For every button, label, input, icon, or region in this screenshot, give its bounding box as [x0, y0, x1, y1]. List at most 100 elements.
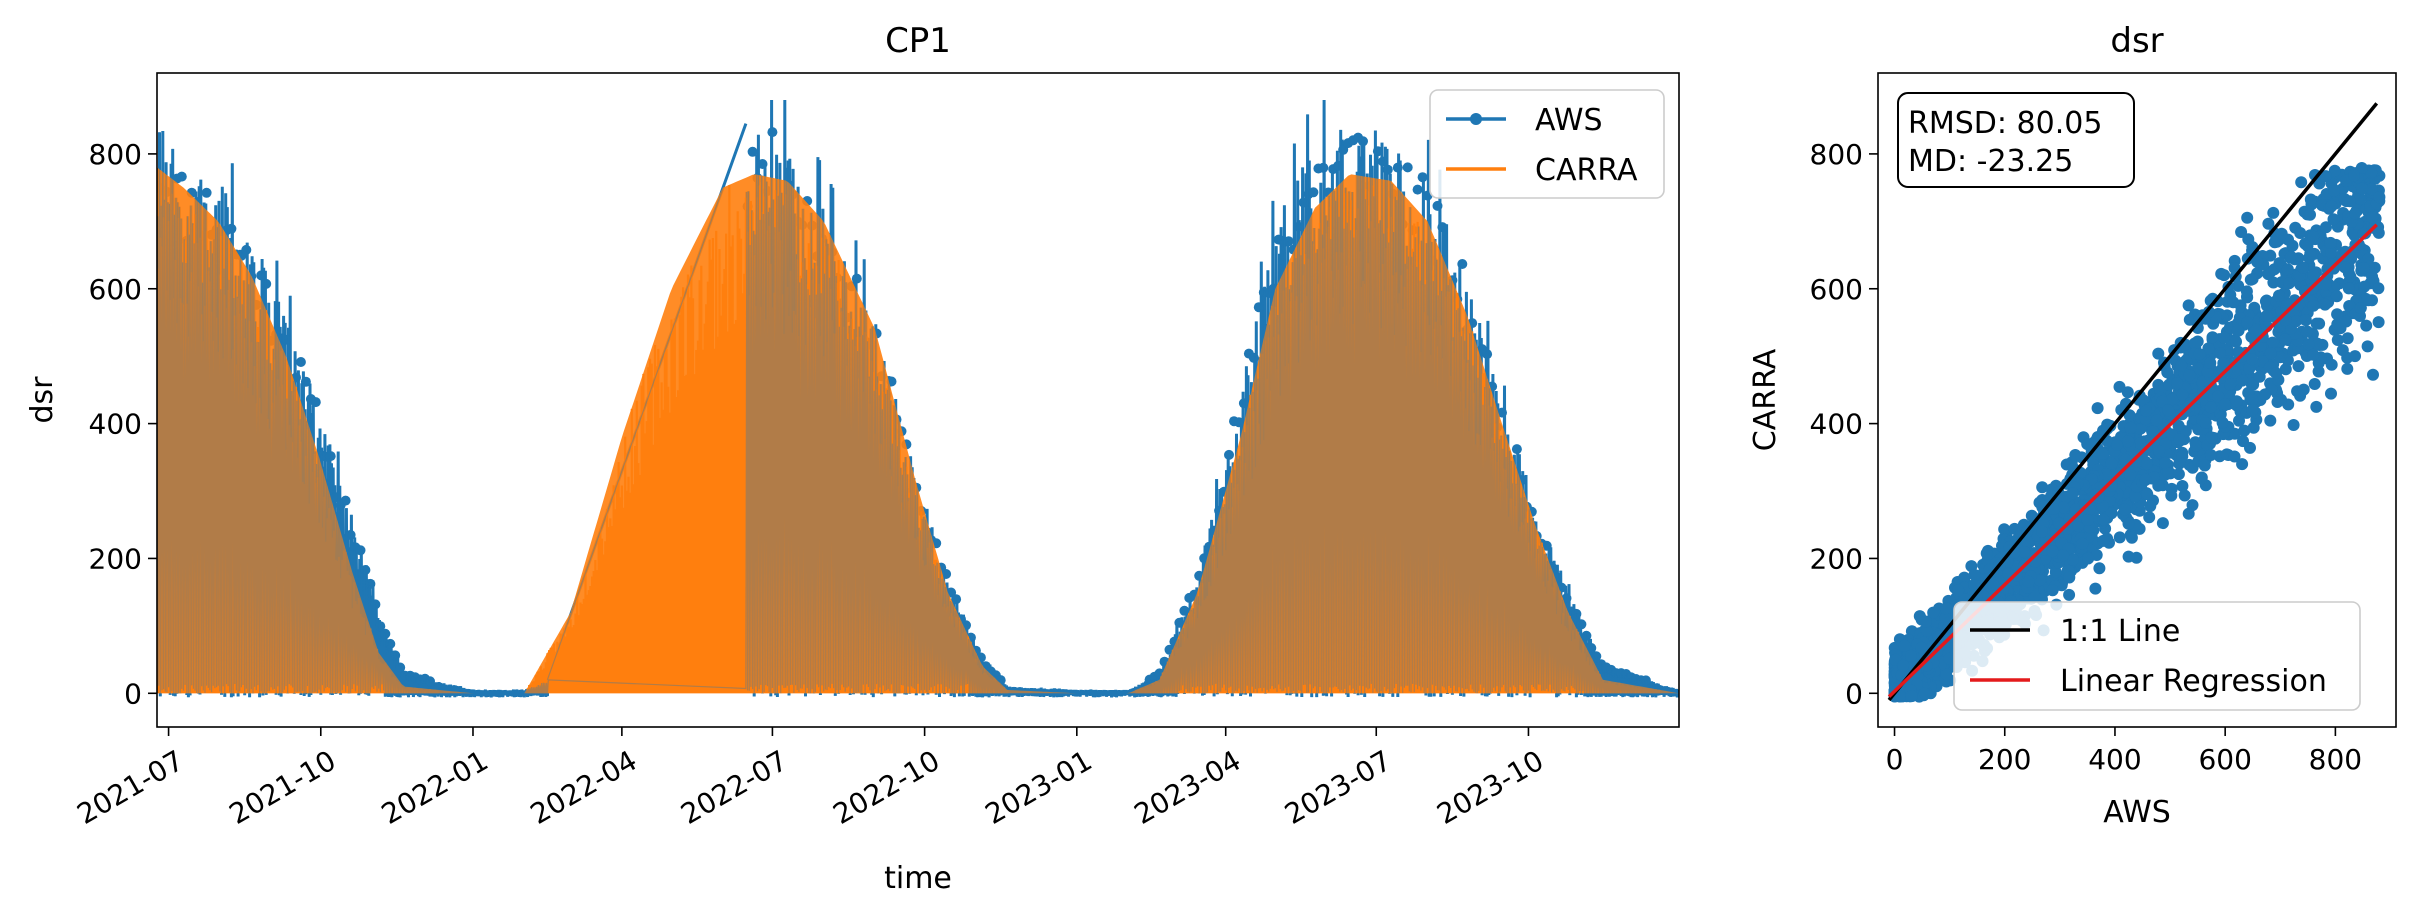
aws-marker	[1318, 162, 1329, 173]
aws-marker	[1308, 187, 1319, 198]
aws-marker	[176, 171, 187, 182]
scatter-legend: 1:1 Line Linear Regression	[1953, 601, 2361, 711]
ts-y-tick-label: 400	[89, 408, 142, 441]
aws-marker	[295, 357, 306, 367]
aws-marker	[1283, 236, 1294, 247]
scatter-point	[2286, 239, 2299, 252]
scatter-point	[1952, 584, 1965, 597]
scatter-point	[2097, 513, 2110, 526]
scatter-point	[2182, 507, 2195, 520]
scatter-point	[1987, 579, 2000, 591]
scatter-point	[1970, 591, 1983, 603]
scatter-point	[2176, 480, 2189, 492]
scatter-point	[2193, 348, 2206, 361]
scatter-point	[2230, 395, 2243, 408]
scatter-point	[2310, 317, 2323, 330]
scatter-points	[1888, 162, 2386, 703]
scatter-point	[2018, 546, 2031, 558]
scatter-point	[2304, 193, 2317, 206]
sc-x-tick-label: 800	[2309, 743, 2362, 776]
aws-marker	[390, 650, 401, 661]
ts-y-tick-label: 800	[89, 138, 142, 171]
scatter-point	[2372, 316, 2385, 329]
aws-marker	[1392, 162, 1403, 173]
sc-x-tick-label: 400	[2088, 743, 2141, 776]
scatter-point	[2195, 472, 2208, 485]
scatter-point	[2214, 347, 2226, 360]
legend-regression-label: Linear Regression	[2060, 664, 2327, 699]
scatter-point	[2028, 590, 2041, 603]
scatter-point	[2046, 545, 2059, 558]
scatter-point	[2330, 290, 2343, 303]
scatter-point	[2331, 308, 2344, 321]
scatter-point	[2302, 338, 2315, 351]
aws-marker	[941, 569, 952, 579]
scatter-point	[2262, 217, 2275, 230]
scatter-point	[2224, 378, 2237, 391]
legend-aws-label: AWS	[1535, 103, 1603, 138]
scatter-point	[2324, 236, 2337, 249]
scatter-point	[1968, 568, 1981, 581]
scatter-point	[2162, 466, 2174, 479]
scatter-point	[2141, 488, 2154, 500]
scatter-point	[2361, 340, 2374, 353]
scatter-point	[2357, 262, 2370, 274]
scatter-point	[2342, 282, 2355, 295]
aws-marker	[375, 621, 386, 632]
scatter-point	[2105, 457, 2118, 470]
scatter-point	[2175, 359, 2188, 372]
scatter-point	[2113, 531, 2126, 544]
scatter-point	[2249, 323, 2262, 336]
scatter-point	[2320, 221, 2332, 234]
scatter-point	[2360, 319, 2373, 332]
scatter-title: dsr	[2110, 21, 2163, 61]
legend-carra-label: CARRA	[1535, 153, 1638, 188]
scatter-point	[2143, 511, 2156, 524]
aws-marker	[1253, 302, 1264, 313]
sc-y-tick-label: 800	[1810, 138, 1863, 171]
scatter-point	[2082, 552, 2095, 565]
scatter-point	[2111, 439, 2123, 451]
aws-marker	[1511, 444, 1522, 455]
scatter-point	[2125, 531, 2138, 544]
aws-marker	[310, 397, 321, 408]
aws-marker	[1372, 146, 1383, 157]
aws-marker	[1248, 352, 1259, 363]
scatter-point	[2150, 414, 2163, 427]
scatter-point	[2212, 390, 2225, 403]
scatter-point	[2178, 489, 2191, 502]
scatter-point	[2152, 479, 2165, 492]
aws-series-overlay	[157, 99, 1679, 698]
aws-marker	[951, 594, 962, 605]
aws-marker	[355, 545, 366, 556]
aws-marker	[370, 599, 381, 610]
scatter-point	[2294, 227, 2307, 239]
aws-marker	[1179, 605, 1190, 616]
aws-marker	[340, 495, 351, 506]
aws-marker	[1432, 200, 1443, 211]
scatter-point	[2279, 333, 2292, 346]
aws-marker	[1417, 172, 1428, 183]
scatter-point	[1920, 624, 1933, 637]
scatter-point	[2218, 331, 2231, 344]
scatter-point	[2228, 450, 2241, 463]
scatter-point	[2033, 574, 2046, 587]
scatter-point	[2036, 481, 2049, 494]
scatter-point	[2319, 278, 2332, 291]
scatter-point	[2140, 404, 2153, 417]
scatter-point	[2295, 176, 2308, 189]
scatter-point	[2334, 322, 2347, 335]
aws-marker	[1561, 593, 1572, 604]
scatter-point	[2289, 315, 2302, 328]
aws-marker	[345, 529, 356, 540]
scatter-point	[2348, 229, 2361, 242]
scatter-point	[2246, 404, 2259, 417]
scatter-stats-box: RMSD: 80.05 MD: -23.25	[1897, 92, 2135, 188]
scatter-point	[2141, 457, 2153, 470]
scatter-point	[2319, 170, 2332, 183]
scatter-point	[2096, 448, 2109, 460]
scatter-point	[2053, 517, 2066, 530]
aws-marker	[1298, 197, 1309, 208]
scatter-point	[1898, 639, 1911, 652]
